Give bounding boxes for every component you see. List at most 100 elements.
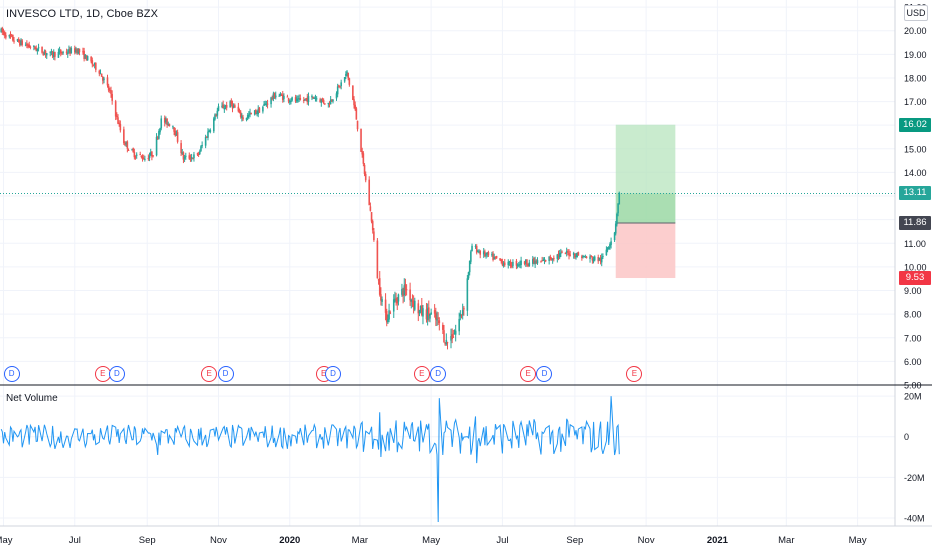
time-tick-label: May — [849, 535, 867, 546]
candle-body — [609, 244, 611, 247]
candle-body — [225, 105, 228, 108]
candle-body — [426, 308, 429, 320]
candle-body — [249, 112, 251, 115]
candle-body — [172, 126, 174, 128]
candle-body — [270, 97, 272, 105]
candle-body — [86, 56, 89, 61]
candle-body — [450, 336, 452, 341]
candle-body — [41, 46, 43, 53]
earnings-badge[interactable]: E — [626, 366, 643, 382]
dividend-badge[interactable]: D — [324, 366, 341, 382]
candle-body — [376, 240, 379, 279]
candle-body — [2, 31, 5, 33]
candle-body — [618, 192, 621, 205]
candle-body — [458, 318, 460, 332]
candle-body — [266, 103, 269, 105]
candle-body — [335, 93, 338, 99]
candle-body — [75, 49, 77, 53]
candle-body — [125, 142, 127, 145]
dividend-badge[interactable]: D — [217, 366, 234, 382]
candle-body — [207, 131, 209, 138]
price-tick-label: 7.00 — [904, 333, 922, 343]
candle-body — [452, 336, 455, 338]
candle-body — [361, 151, 364, 155]
candle-body — [255, 109, 257, 114]
candle-body — [541, 260, 543, 262]
candle-body — [461, 309, 464, 316]
candle-body — [542, 260, 545, 262]
candle-body — [544, 259, 547, 262]
currency-button[interactable]: USD — [904, 5, 928, 21]
symbol-title[interactable]: INVESCO LTD, 1D, Cboe BZX — [6, 8, 159, 20]
candle-body — [417, 303, 420, 314]
candle-body — [355, 108, 358, 120]
candle-body — [241, 116, 243, 119]
candle-body — [392, 299, 395, 312]
candle-body — [234, 105, 236, 108]
candle-body — [274, 95, 277, 98]
candle-body — [99, 73, 102, 75]
candle-body — [520, 260, 522, 265]
candle-body — [44, 51, 47, 55]
candle-body — [73, 48, 76, 53]
dividend-badge[interactable]: D — [430, 366, 447, 382]
price-tick-label: 20.00 — [904, 26, 927, 36]
candle-body — [189, 157, 192, 160]
candle-body — [181, 152, 184, 154]
candle-body — [613, 232, 616, 241]
candle-body — [271, 98, 274, 100]
candle-body — [147, 158, 150, 160]
candle-body — [85, 55, 88, 61]
dividend-badge[interactable]: D — [108, 366, 125, 382]
candle-body — [68, 49, 70, 53]
candle-body — [250, 112, 253, 114]
price-tick-label: 11.00 — [904, 239, 926, 249]
candle-body — [198, 151, 201, 154]
candle-body — [262, 106, 264, 112]
dividend-badge[interactable]: D — [3, 366, 20, 382]
candle-body — [385, 310, 388, 323]
candle-body — [354, 104, 356, 110]
candle-body — [93, 62, 96, 65]
dividend-badge[interactable]: D — [536, 366, 553, 382]
candle-body — [175, 133, 178, 136]
earnings-badge[interactable]: E — [520, 366, 537, 382]
price-tick-label: 17.00 — [904, 97, 927, 107]
earnings-badge[interactable]: E — [413, 366, 430, 382]
candle-body — [540, 261, 542, 263]
candle-body — [294, 97, 297, 102]
candle-body — [34, 46, 36, 50]
candle-body — [110, 90, 112, 94]
candle-body — [443, 330, 445, 343]
candle-body — [302, 99, 305, 101]
candle-body — [516, 264, 519, 266]
earnings-badge[interactable]: E — [201, 366, 218, 382]
candle-body — [3, 31, 6, 36]
candle-body — [411, 301, 414, 303]
candle-body — [193, 154, 195, 159]
candle-body — [281, 94, 284, 100]
candle-body — [553, 257, 555, 260]
candle-body — [395, 298, 397, 301]
net-volume-title[interactable]: Net Volume — [6, 393, 58, 404]
candle-body — [295, 98, 298, 102]
candle-body — [362, 153, 365, 164]
candle-body — [100, 73, 103, 77]
candle-body — [556, 254, 559, 259]
price-tick-label: 19.00 — [904, 50, 927, 60]
candle-body — [291, 97, 293, 101]
candle-body — [242, 117, 244, 120]
volume-tick-label: 0 — [904, 432, 909, 442]
candle-body — [438, 320, 441, 324]
candle-body — [224, 105, 227, 108]
candle-body — [492, 253, 494, 260]
time-tick-label: Mar — [352, 535, 368, 546]
net-volume-series — [0, 396, 620, 523]
candle-body — [584, 257, 587, 259]
candle-body — [348, 78, 351, 85]
candle-body — [329, 99, 332, 105]
candle-body — [151, 151, 153, 157]
candle-body — [340, 82, 342, 87]
candle-body — [77, 49, 80, 54]
